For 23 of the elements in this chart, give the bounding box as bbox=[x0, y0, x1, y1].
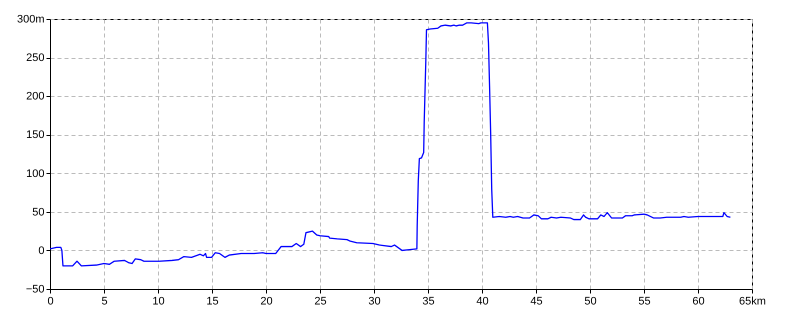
x-tick-label: 10 bbox=[152, 296, 165, 308]
x-tick-label: 15 bbox=[206, 296, 219, 308]
y-tick-label: 250 bbox=[26, 52, 44, 64]
y-tick-label: 100 bbox=[26, 168, 44, 180]
x-tick-label: 45 bbox=[530, 296, 543, 308]
x-tick-label: 30 bbox=[368, 296, 381, 308]
x-tick-label: 0 bbox=[47, 296, 54, 308]
x-tick-label: 20 bbox=[260, 296, 273, 308]
line-series bbox=[50, 22, 732, 267]
x-tick-label: 25 bbox=[314, 296, 327, 308]
x-tick-label: 65km bbox=[739, 296, 766, 308]
y-tick-label: −50 bbox=[26, 284, 44, 296]
x-tick-label: 50 bbox=[584, 296, 597, 308]
y-tick-label: 0 bbox=[38, 244, 44, 257]
y-tick-label: 150 bbox=[26, 129, 44, 142]
x-tick-label: 35 bbox=[422, 296, 435, 308]
y-tick-label: 300m bbox=[16, 14, 44, 26]
y-tick-label: 200 bbox=[26, 90, 44, 103]
y-tick-label: 50 bbox=[32, 206, 44, 218]
x-tick-label: 5 bbox=[101, 296, 108, 308]
x-tick-label: 40 bbox=[476, 296, 489, 308]
x-tick-label: 60 bbox=[692, 296, 705, 308]
x-tick-label: 55 bbox=[638, 296, 651, 308]
